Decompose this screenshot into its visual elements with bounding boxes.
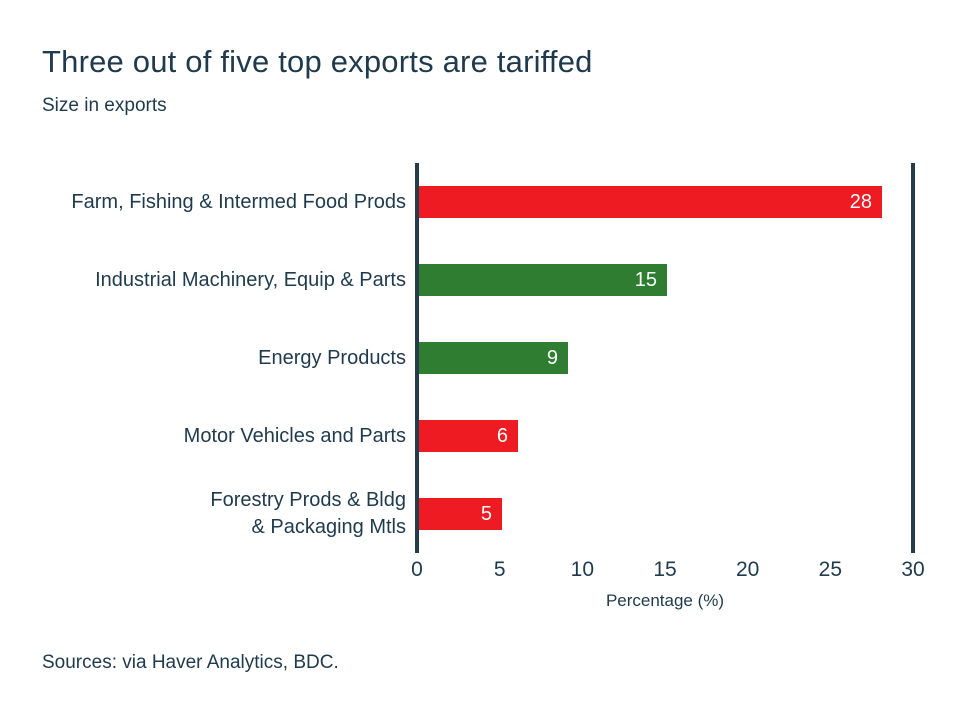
category-label: Forestry Prods & Bldg & Packaging Mtls	[210, 489, 406, 538]
x-axis-label: Percentage (%)	[605, 591, 725, 610]
x-tick-label: 30	[901, 558, 925, 581]
bar-value-label: 5	[480, 502, 492, 525]
bar: 9	[419, 342, 568, 374]
chart-title: Three out of five top exports are tariff…	[42, 44, 593, 79]
x-tick-label: 10	[570, 558, 595, 581]
x-tick-label: 25	[818, 558, 843, 581]
x-tick-label: 20	[735, 558, 760, 581]
bar: 28	[419, 186, 882, 218]
bar-value-label: 6	[496, 424, 508, 447]
category-label: Industrial Machinery, Equip & Parts	[95, 268, 406, 291]
bar: 6	[419, 420, 518, 452]
bar-chart-plot: Farm, Fishing & Intermed Food Prods 28 Ind…	[0, 163, 960, 610]
bar: 5	[419, 498, 502, 530]
bar-row: Industrial Machinery, Equip & Parts 15	[0, 241, 960, 319]
sources-note: Sources: via Haver Analytics, BDC.	[42, 652, 339, 673]
x-tick-label: 0	[411, 558, 423, 581]
chart-subtitle: Size in exports	[42, 95, 167, 116]
bar-row: Motor Vehicles and Parts 6	[0, 397, 960, 475]
category-label: Farm, Fishing & Intermed Food Prods	[71, 190, 406, 213]
bar-value-label: 28	[849, 190, 872, 213]
bar-value-label: 9	[546, 346, 558, 369]
axis-line-max	[911, 163, 915, 553]
bar-value-label: 15	[634, 268, 657, 291]
x-tick-label: 15	[653, 558, 677, 581]
bar-row: Energy Products 9	[0, 319, 960, 397]
x-tick-label: 5	[493, 558, 506, 581]
axis-line-zero	[415, 163, 419, 553]
category-label: Energy Products	[258, 346, 406, 369]
bar-row: Farm, Fishing & Intermed Food Prods 28	[0, 163, 960, 241]
bar-row: Forestry Prods & Bldg & Packaging Mtls 5	[0, 475, 960, 553]
bar: 15	[419, 264, 667, 296]
category-label: Motor Vehicles and Parts	[183, 424, 406, 447]
